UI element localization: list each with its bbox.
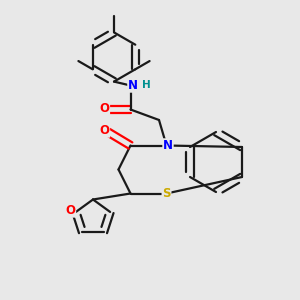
Text: O: O <box>99 101 110 115</box>
Text: O: O <box>65 204 76 217</box>
Text: H: H <box>142 80 151 90</box>
Text: S: S <box>162 187 171 200</box>
Text: N: N <box>163 139 173 152</box>
Text: O: O <box>99 124 110 137</box>
Text: N: N <box>128 79 138 92</box>
